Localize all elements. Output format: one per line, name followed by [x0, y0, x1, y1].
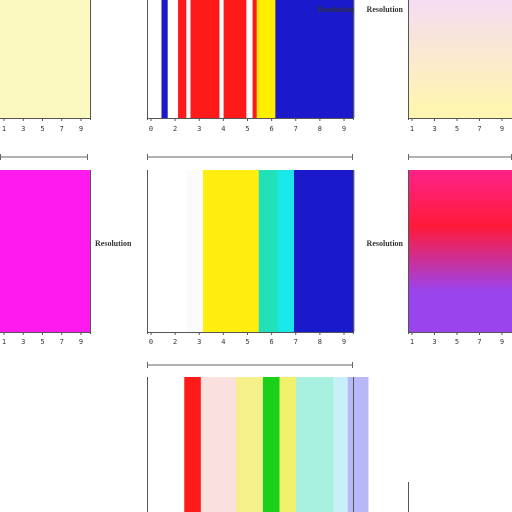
x-tick-label: 2	[173, 125, 177, 133]
bar-stripe	[200, 377, 237, 512]
bar-stripe	[279, 377, 297, 512]
panel-middle-right: 1 3 5 7 9 Resolution	[367, 170, 512, 346]
bar-stripe	[368, 377, 375, 512]
x-tick-label: 7	[60, 125, 64, 133]
x-tick-label: 3	[21, 125, 25, 133]
bar-stripe	[275, 0, 355, 118]
bar-stripe	[233, 0, 247, 118]
x-tick-label: 5	[455, 338, 459, 346]
x-tick-label: 8	[318, 338, 322, 346]
bar-stripe	[202, 170, 260, 332]
bar-stripe	[296, 377, 334, 512]
bar-stripe	[333, 377, 349, 512]
bar-stripe	[186, 0, 191, 118]
x-tick-label: 3	[197, 338, 201, 346]
panel-label: Resolution	[367, 5, 404, 14]
x-tick-label: 5	[455, 125, 459, 133]
bar-stripe	[223, 0, 235, 118]
x-tick-label: 3	[21, 338, 25, 346]
x-tick-label: 3	[432, 125, 436, 133]
x-tick-label: 9	[79, 338, 83, 346]
panel-middle-left: 1 3 5 7 9 Resolution	[0, 170, 132, 346]
x-tick-label: 2	[173, 338, 177, 346]
x-tick-label: 7	[294, 125, 298, 133]
x-tick-label: 9	[500, 125, 504, 133]
panel-top-left: 1 3 5 7 9	[0, 0, 91, 160]
x-tick-label: 1	[2, 125, 6, 133]
bar-stripe	[190, 0, 204, 118]
x-tick-label: 7	[477, 125, 481, 133]
bar-stripe	[161, 0, 168, 118]
panel-top-center: 0 2 3 4 5 6 7 8 9 Resolution	[147, 0, 355, 160]
bar-stripe	[147, 0, 162, 118]
panel-top-right: 1 3 5 7 9 Resolution	[367, 0, 512, 160]
bar-stripe	[147, 377, 185, 512]
x-tick-label: 1	[410, 338, 414, 346]
x-tick-label: 6	[270, 125, 274, 133]
bar-stripe	[202, 0, 220, 118]
x-tick-label: 7	[477, 338, 481, 346]
bar-stripe	[219, 0, 224, 118]
bar-stripe	[277, 170, 295, 332]
x-tick-label: 1	[2, 338, 6, 346]
bar-stripe	[256, 0, 276, 118]
heatmap-fill	[408, 170, 512, 332]
x-tick-label: 7	[60, 338, 64, 346]
x-tick-label: 5	[245, 338, 249, 346]
panel-bottom-center	[147, 377, 375, 512]
panel-center: 0 2 3 4 5 6 7 8 9	[147, 170, 355, 368]
x-tick-label: 5	[40, 338, 44, 346]
bar-stripe	[262, 377, 280, 512]
heatmap-fill	[0, 0, 91, 118]
bar-stripe	[347, 377, 369, 512]
x-tick-label: 9	[79, 125, 83, 133]
bar-stripe	[236, 377, 264, 512]
panel-label: Resolution	[318, 5, 355, 14]
panel-label: Resolution	[367, 239, 404, 248]
x-tick-label: 4	[221, 338, 225, 346]
x-tick-label: 5	[245, 125, 249, 133]
x-tick-label: 7	[294, 338, 298, 346]
x-tick-label: 6	[270, 338, 274, 346]
bar-stripe	[167, 0, 179, 118]
x-tick-label: 3	[197, 125, 201, 133]
heatmap-fill	[0, 170, 91, 332]
panel-label: Resolution	[95, 239, 132, 248]
x-tick-label: 9	[342, 125, 346, 133]
x-tick-label: 0	[149, 338, 153, 346]
x-tick-label: 8	[318, 125, 322, 133]
x-tick-label: 5	[40, 125, 44, 133]
x-tick-label: 3	[432, 338, 436, 346]
bar-stripe	[178, 0, 187, 118]
x-tick-label: 1	[410, 125, 414, 133]
bar-stripe	[258, 170, 278, 332]
bar-stripe	[246, 0, 253, 118]
x-tick-label: 4	[221, 125, 225, 133]
heatmap-fill	[408, 0, 512, 118]
bar-stripe	[184, 377, 202, 512]
x-tick-label: 0	[149, 125, 153, 133]
x-tick-label: 9	[500, 338, 504, 346]
bar-stripe	[293, 170, 355, 332]
x-tick-label: 9	[342, 338, 346, 346]
bar-stripe	[147, 170, 187, 332]
bar-stripe	[252, 0, 258, 118]
bar-stripe	[186, 170, 204, 332]
